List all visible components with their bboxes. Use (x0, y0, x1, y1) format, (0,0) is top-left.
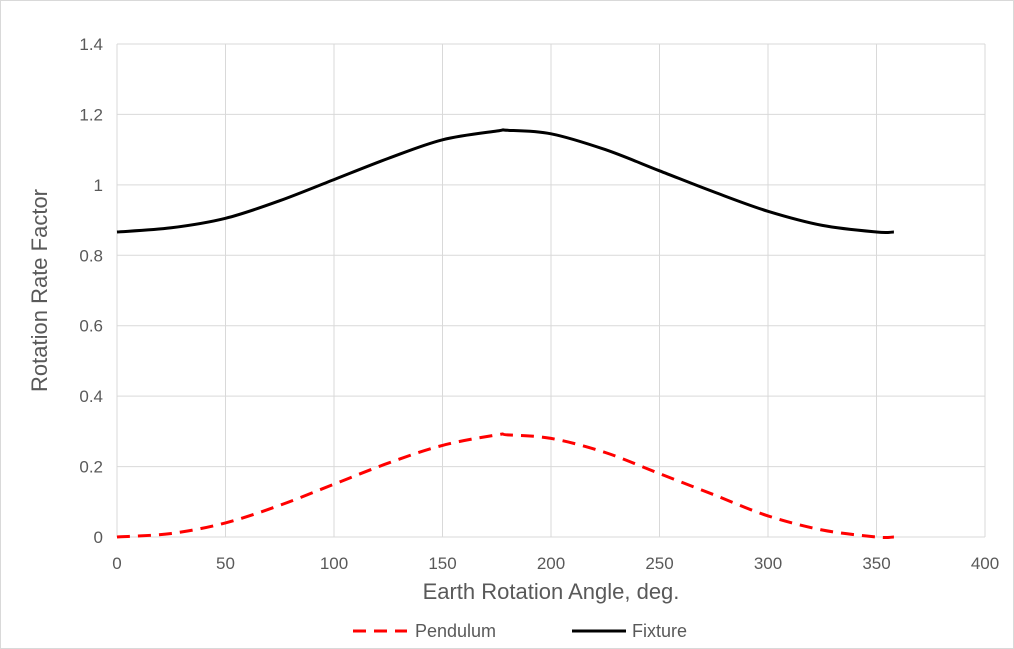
y-tick-label: 0.2 (79, 458, 103, 477)
x-tick-label: 100 (320, 554, 348, 573)
x-axis-title: Earth Rotation Angle, deg. (423, 579, 680, 604)
y-tick-label: 1.2 (79, 105, 103, 124)
x-tick-label: 50 (216, 554, 235, 573)
legend-label-fixture: Fixture (632, 621, 687, 641)
legend-label-pendulum: Pendulum (415, 621, 496, 641)
x-tick-label: 200 (537, 554, 565, 573)
y-tick-label: 1.4 (79, 35, 103, 54)
x-tick-label: 300 (754, 554, 782, 573)
y-tick-label: 0.6 (79, 317, 103, 336)
y-tick-label: 1 (94, 176, 103, 195)
y-tick-label: 0.4 (79, 387, 103, 406)
x-tick-label: 250 (645, 554, 673, 573)
series-line-pendulum (116, 432, 894, 540)
x-tick-label: 150 (428, 554, 456, 573)
series-line-fixture (116, 128, 894, 235)
x-tick-label: 350 (862, 554, 890, 573)
y-axis-title: Rotation Rate Factor (27, 189, 52, 392)
y-tick-label: 0 (94, 528, 103, 547)
y-tick-label: 0.8 (79, 246, 103, 265)
x-tick-label: 0 (112, 554, 121, 573)
x-tick-label: 400 (971, 554, 999, 573)
